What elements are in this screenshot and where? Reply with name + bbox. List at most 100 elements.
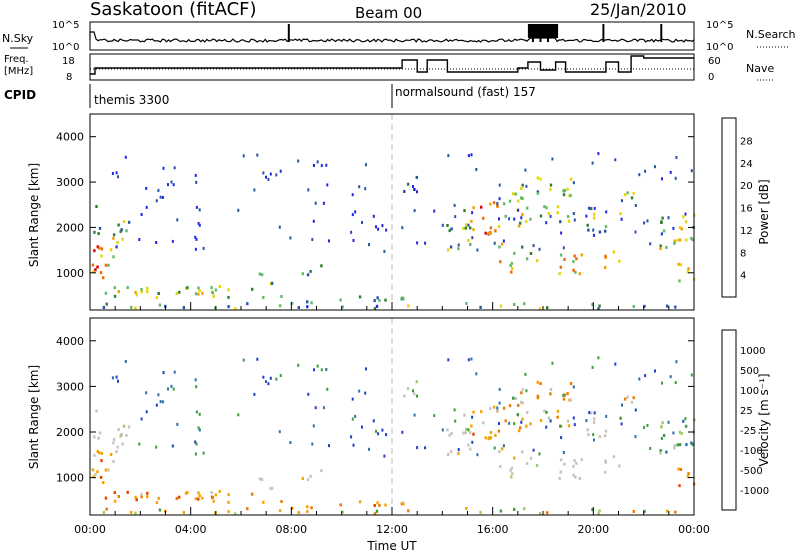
ytick-label: 3000 bbox=[56, 380, 84, 393]
velocity-speckle bbox=[416, 446, 419, 450]
velocity-cell bbox=[569, 398, 572, 402]
velocity-cell bbox=[146, 495, 149, 499]
velocity-cell bbox=[685, 443, 688, 447]
power-cell bbox=[604, 254, 607, 258]
velocity-cell bbox=[597, 512, 600, 516]
velocity-speckle bbox=[383, 454, 386, 458]
velocity-cell bbox=[116, 445, 119, 449]
ytick-label: 1000 bbox=[56, 267, 84, 280]
power-cell bbox=[508, 199, 512, 203]
power-cell bbox=[619, 212, 622, 216]
power-speckle bbox=[447, 154, 450, 158]
velocity-speckle bbox=[312, 424, 315, 428]
velocity-speckle bbox=[354, 414, 357, 418]
velocity-cell bbox=[117, 428, 120, 432]
power-cell bbox=[567, 219, 571, 223]
power-cell bbox=[107, 263, 110, 267]
velocity-cell bbox=[469, 431, 472, 435]
velocity-speckle bbox=[162, 371, 165, 375]
velocity-cell bbox=[630, 400, 634, 404]
velocity-speckle bbox=[634, 435, 637, 439]
velocity-speckle bbox=[620, 422, 623, 426]
power-cell bbox=[536, 191, 540, 195]
power-cell bbox=[470, 219, 473, 223]
power-speckle bbox=[140, 213, 143, 216]
power-ylabel: Slant Range [km] bbox=[27, 163, 41, 267]
power-cell bbox=[488, 231, 491, 235]
velocity-speckle bbox=[311, 442, 314, 446]
velocity-cell bbox=[500, 447, 504, 451]
velocity-cell bbox=[127, 425, 131, 429]
power-speckle bbox=[690, 169, 693, 173]
power-cell bbox=[280, 295, 283, 298]
power-speckle bbox=[170, 180, 173, 184]
power-speckle bbox=[372, 214, 375, 218]
power-speckle bbox=[328, 239, 330, 243]
power-cell bbox=[290, 301, 294, 305]
velocity-speckle bbox=[195, 410, 198, 414]
velocity-cell bbox=[536, 396, 540, 400]
power-cell bbox=[556, 211, 559, 215]
power-cell bbox=[677, 262, 680, 266]
power-cell bbox=[521, 183, 524, 187]
power-speckle bbox=[194, 235, 197, 239]
velocity-cell bbox=[198, 494, 201, 498]
power-speckle bbox=[517, 208, 520, 212]
velocity-speckle bbox=[538, 452, 541, 456]
velocity-cell bbox=[538, 512, 542, 516]
velocity-speckle bbox=[690, 373, 693, 377]
power-cell bbox=[301, 272, 304, 276]
velocity-cell bbox=[556, 415, 559, 419]
velocity-cell bbox=[134, 511, 137, 515]
velocity-cell bbox=[306, 478, 310, 482]
velocity-speckle bbox=[171, 444, 174, 448]
power-speckle bbox=[195, 180, 198, 184]
velocity-cell bbox=[472, 410, 475, 414]
power-cell bbox=[448, 229, 451, 233]
power-heatmap bbox=[91, 152, 696, 311]
power-cell bbox=[496, 204, 499, 208]
velocity-speckle bbox=[588, 411, 591, 415]
velocity-speckle bbox=[289, 441, 292, 444]
power-cell bbox=[113, 286, 116, 290]
velocity-speckle bbox=[532, 448, 535, 452]
velocity-cell bbox=[246, 507, 249, 511]
power-speckle bbox=[350, 230, 353, 234]
power-cell bbox=[218, 285, 221, 288]
velocity-speckle bbox=[654, 369, 656, 373]
power-cell bbox=[517, 224, 521, 228]
velocity-cell bbox=[512, 396, 515, 400]
velocity-cell bbox=[113, 491, 116, 495]
power-cell bbox=[462, 227, 465, 230]
power-cell bbox=[660, 221, 663, 224]
velocity-speckle bbox=[368, 447, 370, 451]
noise-tick-left-top: 10^5 bbox=[52, 20, 79, 31]
velocity-speckle bbox=[572, 385, 575, 389]
velocity-cell bbox=[465, 507, 468, 510]
power-speckle bbox=[424, 241, 427, 245]
power-cell bbox=[378, 299, 381, 302]
colorbar-tick: -500 bbox=[740, 466, 763, 477]
power-cell bbox=[104, 291, 108, 295]
velocity-cell bbox=[623, 397, 627, 401]
power-speckle bbox=[457, 243, 460, 247]
velocity-cell bbox=[504, 419, 507, 423]
power-speckle bbox=[124, 155, 127, 159]
power-cell bbox=[469, 226, 472, 230]
power-cell bbox=[278, 304, 282, 308]
power-cell bbox=[96, 245, 99, 249]
velocity-cell bbox=[212, 499, 215, 503]
power-cell bbox=[258, 272, 262, 276]
power-speckle bbox=[202, 246, 205, 250]
velocity-cell bbox=[260, 478, 264, 481]
power-cell bbox=[201, 291, 204, 295]
power-cell bbox=[510, 270, 513, 274]
velocity-cell bbox=[678, 443, 682, 447]
velocity-cell bbox=[384, 503, 387, 507]
power-cell bbox=[465, 223, 468, 227]
velocity-speckle bbox=[176, 422, 179, 426]
power-cell bbox=[526, 206, 529, 210]
power-cell bbox=[339, 298, 342, 302]
power-cell bbox=[260, 273, 264, 277]
velocity-speckle bbox=[413, 413, 416, 417]
